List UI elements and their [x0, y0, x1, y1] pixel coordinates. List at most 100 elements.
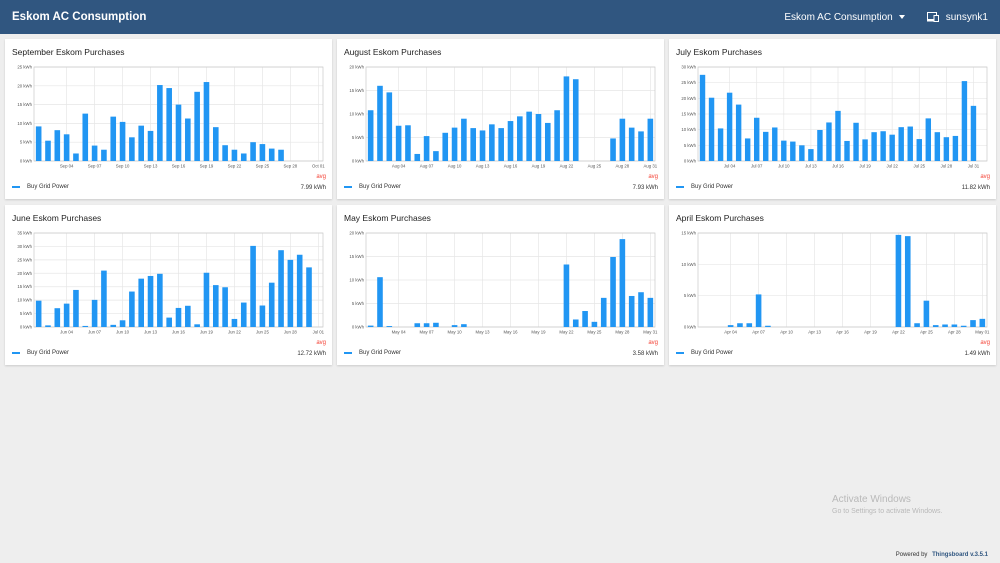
- bar[interactable]: [45, 140, 51, 161]
- bar[interactable]: [45, 325, 51, 327]
- bar[interactable]: [628, 295, 635, 327]
- bar[interactable]: [250, 245, 256, 327]
- bar[interactable]: [647, 297, 654, 327]
- legend[interactable]: Buy Grid Power: [12, 184, 69, 190]
- bar[interactable]: [222, 145, 228, 161]
- bar[interactable]: [203, 82, 210, 161]
- bar[interactable]: [943, 137, 950, 161]
- bar[interactable]: [423, 323, 430, 327]
- bar[interactable]: [898, 127, 904, 161]
- legend[interactable]: Buy Grid Power: [676, 350, 733, 356]
- bar[interactable]: [414, 153, 421, 161]
- bar[interactable]: [895, 234, 902, 327]
- bar[interactable]: [970, 320, 976, 327]
- bar[interactable]: [610, 138, 616, 161]
- bar[interactable]: [844, 140, 850, 161]
- bar[interactable]: [489, 124, 495, 161]
- bar[interactable]: [923, 300, 930, 327]
- bar[interactable]: [914, 323, 920, 327]
- bar[interactable]: [166, 317, 172, 327]
- bar[interactable]: [952, 135, 959, 161]
- bar[interactable]: [185, 118, 191, 161]
- bar[interactable]: [451, 325, 458, 327]
- bar[interactable]: [737, 323, 743, 327]
- bar[interactable]: [871, 132, 877, 161]
- bar[interactable]: [138, 125, 145, 161]
- bar[interactable]: [259, 144, 266, 161]
- bar[interactable]: [296, 254, 303, 327]
- bar[interactable]: [101, 270, 107, 327]
- bar[interactable]: [582, 311, 588, 327]
- bar[interactable]: [572, 79, 579, 161]
- thingsboard-link[interactable]: Thingsboard v.3.5.1: [932, 552, 988, 558]
- bar[interactable]: [535, 114, 542, 161]
- bar[interactable]: [222, 287, 228, 327]
- bar[interactable]: [942, 324, 948, 327]
- bar[interactable]: [119, 121, 126, 161]
- bar[interactable]: [35, 300, 42, 327]
- bar[interactable]: [91, 145, 98, 161]
- bar[interactable]: [367, 110, 374, 161]
- bar[interactable]: [799, 145, 805, 161]
- legend[interactable]: Buy Grid Power: [676, 184, 733, 190]
- bar[interactable]: [268, 148, 275, 161]
- dashboard-select[interactable]: Eskom AC Consumption: [784, 12, 905, 23]
- bar[interactable]: [880, 131, 886, 161]
- bar[interactable]: [600, 297, 607, 327]
- bar[interactable]: [932, 325, 939, 327]
- bar[interactable]: [147, 275, 154, 327]
- bar[interactable]: [194, 324, 200, 327]
- bar[interactable]: [129, 291, 135, 327]
- bar[interactable]: [619, 118, 626, 161]
- bar[interactable]: [563, 76, 570, 161]
- bar[interactable]: [91, 299, 98, 327]
- bar[interactable]: [853, 122, 859, 161]
- bar[interactable]: [54, 130, 61, 161]
- bar[interactable]: [517, 116, 523, 161]
- user-menu[interactable]: sunsynk1: [926, 12, 988, 23]
- bar[interactable]: [790, 141, 796, 161]
- bar[interactable]: [82, 325, 89, 327]
- bar[interactable]: [138, 278, 145, 327]
- bar[interactable]: [781, 140, 787, 161]
- bar[interactable]: [405, 125, 411, 161]
- bar[interactable]: [287, 259, 294, 327]
- bar[interactable]: [147, 130, 154, 161]
- bar[interactable]: [526, 111, 532, 161]
- bar[interactable]: [904, 236, 911, 327]
- bar[interactable]: [889, 134, 895, 161]
- bar[interactable]: [763, 131, 769, 161]
- bar[interactable]: [110, 116, 117, 161]
- bar[interactable]: [638, 131, 644, 161]
- bar[interactable]: [835, 110, 841, 161]
- bar[interactable]: [386, 326, 393, 327]
- bar[interactable]: [951, 324, 958, 327]
- bar[interactable]: [544, 122, 551, 161]
- bar[interactable]: [638, 292, 644, 327]
- bar[interactable]: [278, 250, 284, 327]
- bar[interactable]: [765, 325, 771, 327]
- bar[interactable]: [826, 122, 832, 161]
- bar[interactable]: [63, 134, 70, 161]
- bar[interactable]: [619, 239, 626, 327]
- bar[interactable]: [157, 273, 163, 327]
- bar[interactable]: [755, 294, 762, 327]
- bar[interactable]: [433, 322, 439, 327]
- bar[interactable]: [961, 81, 968, 161]
- bar[interactable]: [119, 320, 126, 327]
- bar[interactable]: [82, 113, 89, 161]
- bar[interactable]: [591, 321, 598, 327]
- bar[interactable]: [442, 132, 449, 161]
- bar[interactable]: [563, 264, 570, 327]
- bar[interactable]: [433, 151, 439, 161]
- bar[interactable]: [203, 272, 210, 327]
- bar[interactable]: [110, 324, 117, 327]
- bar[interactable]: [451, 127, 458, 161]
- bar[interactable]: [572, 319, 579, 327]
- bar[interactable]: [212, 285, 219, 327]
- bar[interactable]: [744, 138, 751, 161]
- bar[interactable]: [414, 323, 421, 327]
- bar[interactable]: [610, 256, 616, 327]
- bar[interactable]: [461, 118, 467, 161]
- bar[interactable]: [250, 142, 256, 161]
